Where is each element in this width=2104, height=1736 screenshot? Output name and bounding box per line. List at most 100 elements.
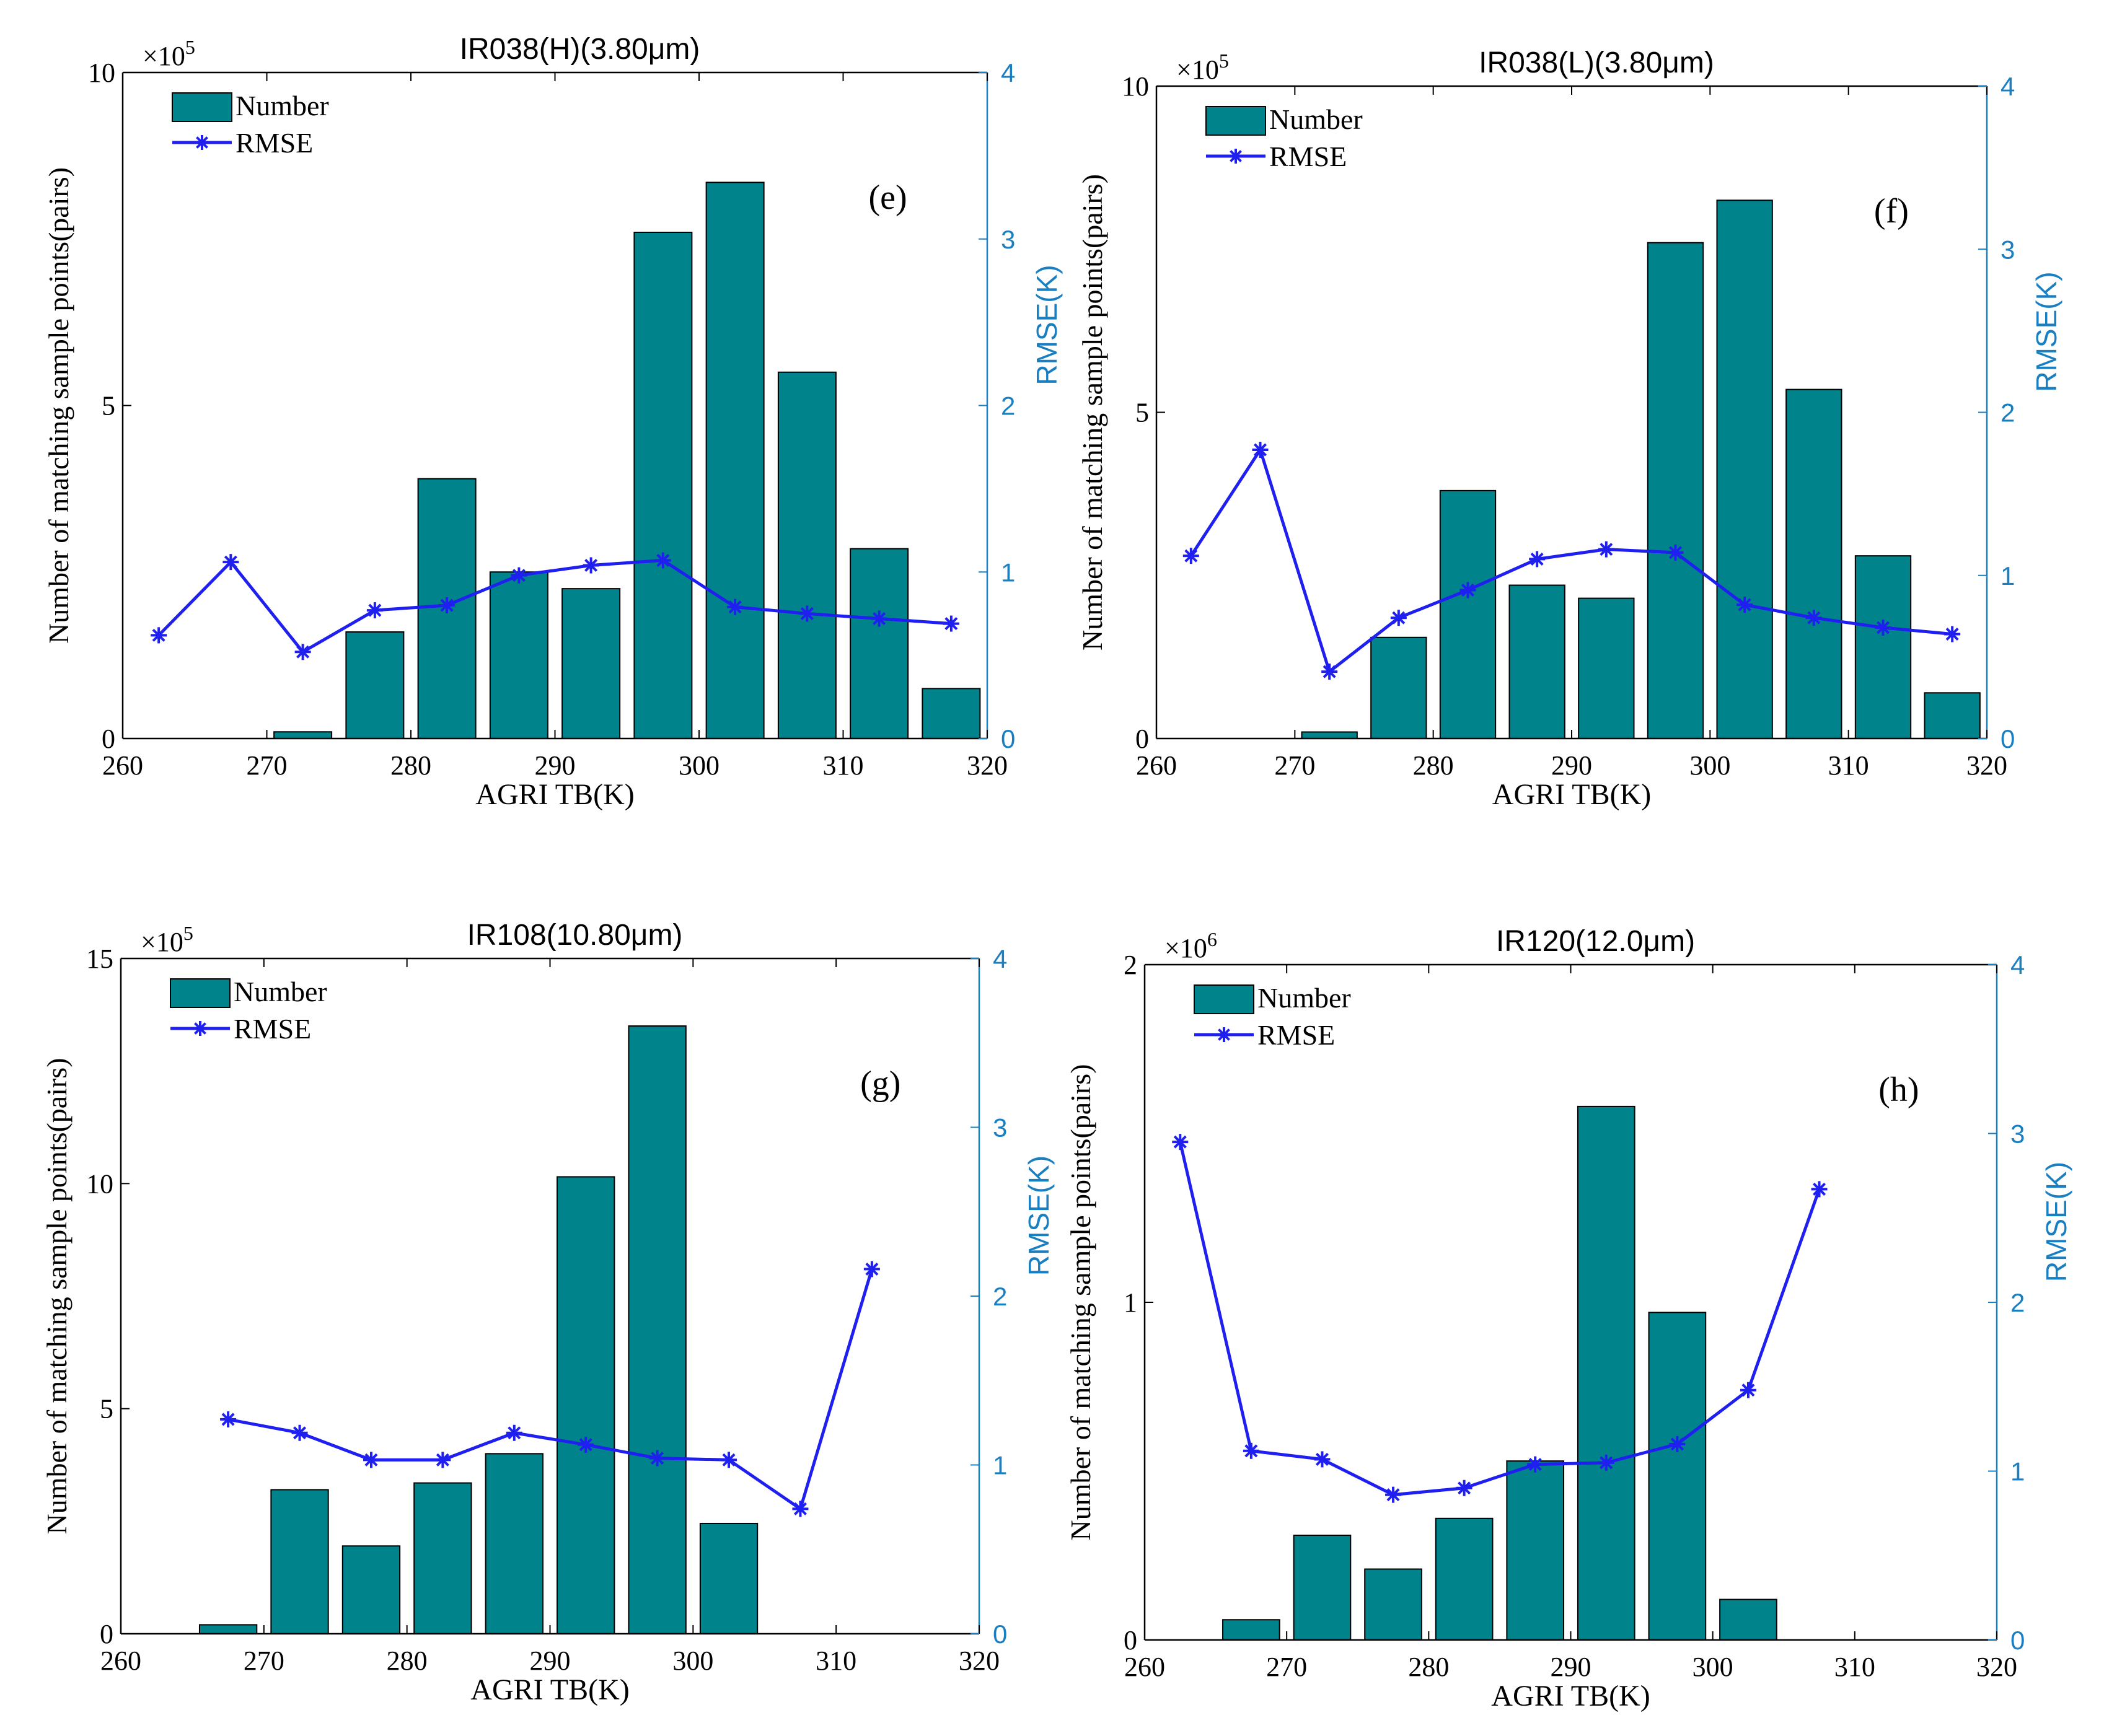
- legend-rmse-label: RMSE: [1257, 1019, 1335, 1051]
- bar: [1854, 555, 1912, 739]
- rmse-point: [222, 554, 239, 571]
- bar: [1648, 1312, 1707, 1641]
- y2-tick-label: 2: [2001, 398, 2015, 427]
- panel-label: (g): [860, 1064, 900, 1103]
- bar: [489, 571, 548, 739]
- y2-axis-label: RMSE(K): [1031, 265, 1063, 385]
- y-tick-label: 0: [1124, 1625, 1137, 1655]
- x-tick-label: 260: [102, 750, 143, 781]
- bar: [273, 731, 333, 739]
- y2-tick-label: 4: [1001, 58, 1015, 87]
- bar: [1293, 1535, 1352, 1641]
- x-tick-label: 260: [1136, 750, 1177, 781]
- x-tick-label: 290: [530, 1646, 571, 1676]
- rmse-point: [1243, 1442, 1259, 1459]
- legend-rmse-marker: [195, 135, 209, 150]
- rmse-point: [294, 644, 311, 660]
- rmse-point: [1736, 597, 1753, 613]
- x-tick-label: 310: [816, 1646, 856, 1676]
- rmse-point: [1459, 582, 1476, 598]
- chart-title: IR038(L)(3.80μm): [1479, 46, 1714, 79]
- rmse-point: [1527, 1456, 1544, 1473]
- y2-tick-label: 3: [993, 1113, 1007, 1142]
- bar: [1719, 1598, 1777, 1641]
- bar: [1716, 199, 1773, 739]
- rmse-point: [151, 627, 167, 644]
- bar: [1785, 388, 1842, 739]
- x-tick-label: 270: [1266, 1652, 1307, 1682]
- y-axis-label: Number of matching sample points(pairs): [1076, 174, 1108, 651]
- x-tick-label: 320: [1976, 1652, 2017, 1682]
- bar: [1506, 1460, 1565, 1641]
- rmse-line: [1189, 446, 1953, 675]
- rmse-point: [1314, 1451, 1331, 1468]
- y2-tick-label: 0: [2010, 1626, 2025, 1655]
- y-axis-label: Number of matching sample points(pairs): [43, 167, 74, 644]
- chart-title: IR038(H)(3.80μm): [460, 33, 700, 66]
- legend-number-swatch: [1194, 984, 1254, 1014]
- y-scale-factor: ×105: [1176, 50, 1229, 85]
- bar: [270, 1489, 329, 1634]
- panel-label: (h): [1878, 1071, 1919, 1109]
- panel-label: (e): [868, 178, 907, 217]
- rmse-point: [511, 567, 527, 584]
- x-tick-label: 280: [1413, 750, 1454, 781]
- bar: [1222, 1619, 1280, 1641]
- legend-number-swatch: [1205, 106, 1266, 136]
- legend-number-label: Number: [234, 976, 327, 1007]
- rmse-point: [1598, 541, 1614, 558]
- x-tick-label: 310: [823, 750, 864, 781]
- y-tick-label: 2: [1124, 950, 1137, 980]
- legend-rmse-label: RMSE: [234, 1013, 311, 1045]
- y-tick-label: 0: [1135, 724, 1149, 754]
- chart-title: IR108(10.80μm): [467, 919, 683, 952]
- y2-tick-label: 4: [993, 944, 1007, 973]
- rmse-line: [1178, 1141, 1821, 1497]
- bar: [1647, 242, 1704, 740]
- bar: [341, 1545, 401, 1635]
- rmse-point: [578, 1436, 594, 1453]
- y2-tick-label: 1: [993, 1451, 1007, 1480]
- y2-tick-label: 0: [2001, 724, 2015, 753]
- bar: [561, 588, 621, 739]
- bar: [345, 631, 405, 739]
- legend-rmse-label: RMSE: [235, 127, 313, 159]
- y-tick-label: 1: [1124, 1287, 1137, 1318]
- legend-number-swatch: [172, 92, 232, 122]
- x-tick-label: 260: [100, 1646, 141, 1676]
- y2-tick-label: 1: [1001, 558, 1015, 587]
- rmse-point: [434, 1452, 451, 1468]
- rmse-point: [1321, 664, 1338, 680]
- bar: [628, 1025, 687, 1634]
- rmse-point: [1385, 1486, 1402, 1503]
- legend-number-label: Number: [1257, 982, 1351, 1014]
- x-tick-label: 290: [535, 750, 576, 781]
- y2-tick-label: 3: [2010, 1120, 2025, 1149]
- y-scale-factor: ×106: [1164, 928, 1217, 963]
- bar: [1364, 1568, 1422, 1641]
- rmse-point: [1667, 544, 1684, 561]
- rmse-point: [1456, 1480, 1472, 1496]
- y2-tick-label: 1: [2010, 1457, 2025, 1486]
- y2-tick-label: 0: [1001, 724, 1015, 753]
- x-tick-label: 270: [247, 750, 288, 781]
- rmse-point: [583, 557, 599, 574]
- rmse-point: [943, 615, 959, 632]
- rmse-point: [1172, 1134, 1189, 1151]
- x-tick-label: 310: [1828, 750, 1869, 781]
- x-axis-label: AGRI TB(K): [470, 1673, 629, 1706]
- y-tick-label: 5: [100, 1394, 113, 1424]
- bar: [413, 1482, 472, 1634]
- rmse-point: [1390, 610, 1407, 626]
- y2-axis-label: RMSE(K): [2030, 271, 2062, 392]
- y2-tick-label: 0: [993, 1620, 1007, 1649]
- rmse-point: [1740, 1382, 1756, 1398]
- bar: [198, 1624, 258, 1634]
- bar: [699, 1522, 759, 1634]
- rmse-point: [220, 1411, 237, 1427]
